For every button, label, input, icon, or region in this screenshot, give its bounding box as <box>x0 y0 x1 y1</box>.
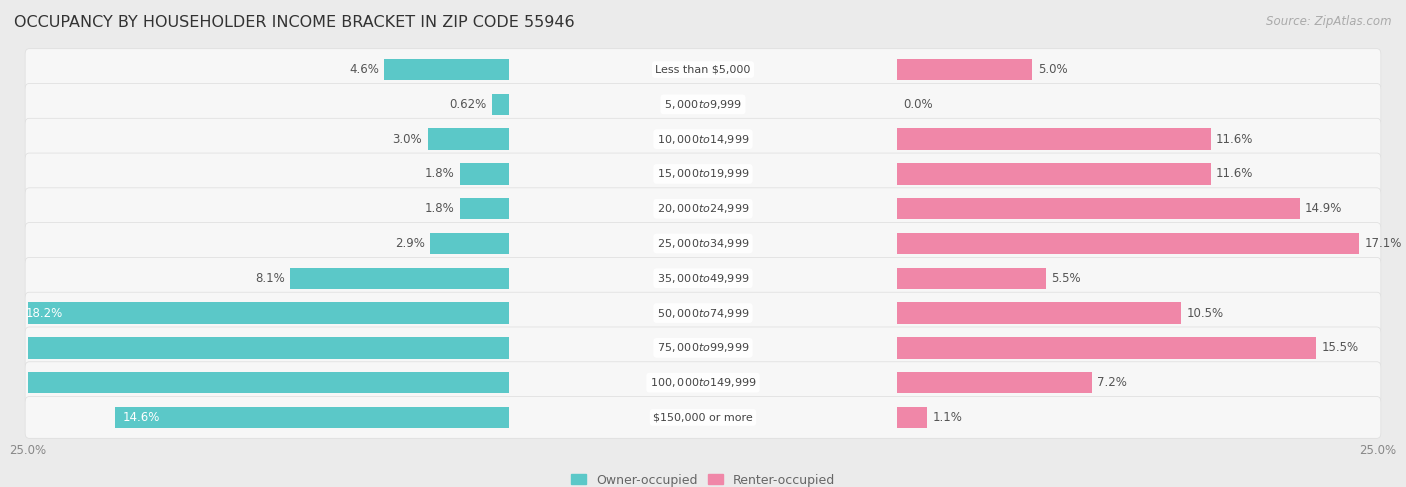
Bar <box>897 337 1316 358</box>
Text: 5.5%: 5.5% <box>1052 272 1081 285</box>
Bar <box>897 163 1211 185</box>
Text: 1.8%: 1.8% <box>425 168 454 180</box>
Text: OCCUPANCY BY HOUSEHOLDER INCOME BRACKET IN ZIP CODE 55946: OCCUPANCY BY HOUSEHOLDER INCOME BRACKET … <box>14 15 575 30</box>
Text: 1.1%: 1.1% <box>932 411 962 424</box>
Text: 0.0%: 0.0% <box>903 98 932 111</box>
Bar <box>460 163 509 185</box>
Text: 14.9%: 14.9% <box>1305 202 1343 215</box>
Text: 5.0%: 5.0% <box>1038 63 1067 76</box>
Text: 11.6%: 11.6% <box>1216 168 1253 180</box>
Text: $75,000 to $99,999: $75,000 to $99,999 <box>657 341 749 355</box>
Text: $10,000 to $14,999: $10,000 to $14,999 <box>657 132 749 146</box>
FancyBboxPatch shape <box>25 223 1381 264</box>
Text: 4.6%: 4.6% <box>349 63 380 76</box>
Bar <box>897 59 1032 80</box>
Bar <box>897 407 927 428</box>
Bar <box>897 198 1299 220</box>
Text: 14.6%: 14.6% <box>122 411 160 424</box>
Bar <box>897 267 1046 289</box>
Bar <box>0 372 509 393</box>
Bar <box>430 233 509 254</box>
Text: 2.9%: 2.9% <box>395 237 425 250</box>
Text: Less than $5,000: Less than $5,000 <box>655 65 751 75</box>
Bar <box>897 233 1360 254</box>
Text: 8.1%: 8.1% <box>254 272 284 285</box>
FancyBboxPatch shape <box>25 396 1381 438</box>
Text: 10.5%: 10.5% <box>1187 307 1223 319</box>
Text: 15.5%: 15.5% <box>1322 341 1358 355</box>
Bar <box>897 129 1211 150</box>
Text: $35,000 to $49,999: $35,000 to $49,999 <box>657 272 749 285</box>
Bar <box>114 407 509 428</box>
Bar <box>0 337 509 358</box>
Bar <box>492 94 509 115</box>
Text: $5,000 to $9,999: $5,000 to $9,999 <box>664 98 742 111</box>
Text: 0.62%: 0.62% <box>450 98 486 111</box>
Text: $15,000 to $19,999: $15,000 to $19,999 <box>657 168 749 180</box>
Text: Source: ZipAtlas.com: Source: ZipAtlas.com <box>1267 15 1392 28</box>
Bar <box>384 59 509 80</box>
Text: 7.2%: 7.2% <box>1097 376 1128 389</box>
Bar <box>897 302 1181 324</box>
FancyBboxPatch shape <box>25 292 1381 334</box>
Bar <box>17 302 509 324</box>
FancyBboxPatch shape <box>25 188 1381 229</box>
Text: $150,000 or more: $150,000 or more <box>654 412 752 422</box>
Text: $100,000 to $149,999: $100,000 to $149,999 <box>650 376 756 389</box>
Text: 17.1%: 17.1% <box>1364 237 1402 250</box>
Text: $25,000 to $34,999: $25,000 to $34,999 <box>657 237 749 250</box>
Bar <box>897 372 1091 393</box>
Text: $50,000 to $74,999: $50,000 to $74,999 <box>657 307 749 319</box>
FancyBboxPatch shape <box>25 49 1381 91</box>
Text: 1.8%: 1.8% <box>425 202 454 215</box>
FancyBboxPatch shape <box>25 362 1381 404</box>
Legend: Owner-occupied, Renter-occupied: Owner-occupied, Renter-occupied <box>571 473 835 487</box>
FancyBboxPatch shape <box>25 327 1381 369</box>
Text: $20,000 to $24,999: $20,000 to $24,999 <box>657 202 749 215</box>
FancyBboxPatch shape <box>25 83 1381 125</box>
Text: 18.2%: 18.2% <box>25 307 63 319</box>
FancyBboxPatch shape <box>25 118 1381 160</box>
Bar <box>460 198 509 220</box>
FancyBboxPatch shape <box>25 258 1381 299</box>
FancyBboxPatch shape <box>25 153 1381 195</box>
Text: 3.0%: 3.0% <box>392 132 422 146</box>
Bar <box>427 129 509 150</box>
Bar <box>290 267 509 289</box>
Text: 11.6%: 11.6% <box>1216 132 1253 146</box>
